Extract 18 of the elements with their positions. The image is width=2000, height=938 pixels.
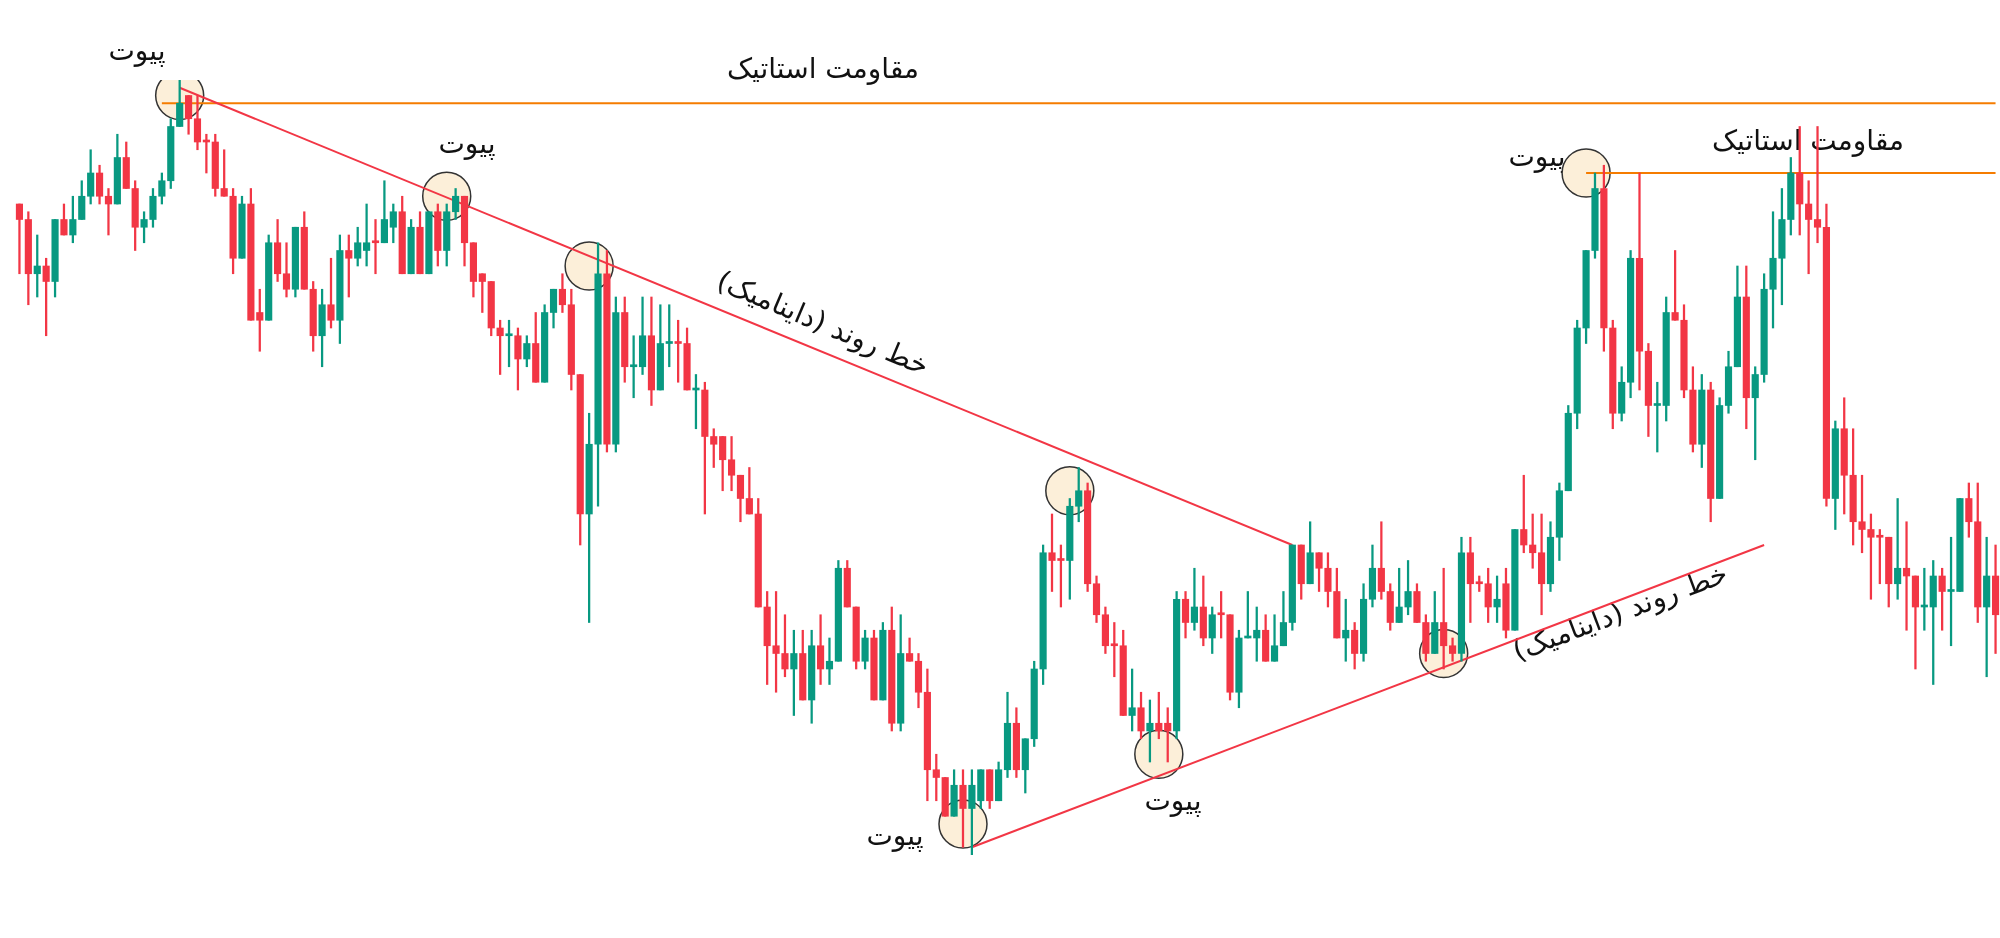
- annotation: خط روند (داینامیک): [712, 263, 934, 383]
- annotation: پیوت: [1508, 139, 1566, 173]
- annotation: خط روند (داینامیک): [1508, 556, 1732, 668]
- candlestick: [727, 436, 736, 492]
- candlestick: [1190, 567, 1199, 631]
- annotation: پیوت: [1144, 783, 1202, 817]
- text: پیوت: [108, 33, 166, 67]
- candlestick: [1902, 521, 1911, 631]
- candlestick: [371, 219, 380, 275]
- annotation: پیوت: [866, 818, 924, 852]
- annotation: مقاومت استاتیک: [726, 51, 920, 85]
- candlestick: [825, 637, 834, 685]
- annotation: پیوت: [438, 126, 496, 160]
- candlestick: [1805, 180, 1813, 275]
- candlestick: [363, 203, 371, 267]
- candlestick: [104, 188, 113, 236]
- candlestick: [15, 203, 24, 275]
- candlestick: [282, 242, 291, 298]
